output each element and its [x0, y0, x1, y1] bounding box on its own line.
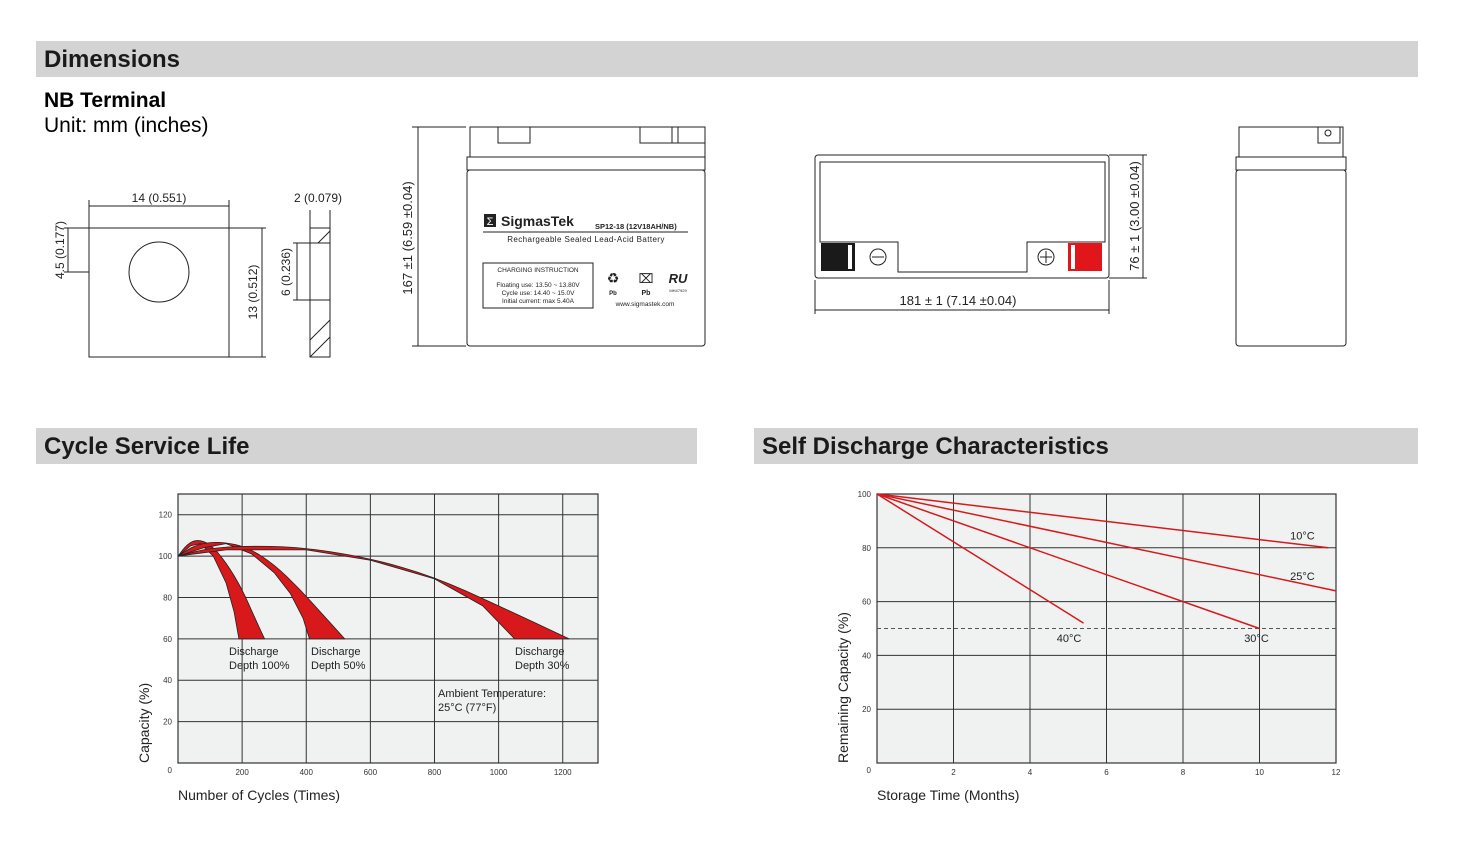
self-discharge-title: Self Discharge Characteristics	[762, 433, 1109, 460]
battery-description: Rechargeable Sealed Lead-Acid Battery	[507, 235, 665, 244]
dim-terminal-side: 6 (0.236)	[279, 248, 293, 296]
cycle-life-title: Cycle Service Life	[44, 433, 250, 460]
initial-current: Initial current: max 5.40A	[502, 298, 575, 305]
x-axis-label: Number of Cycles (Times)	[178, 787, 340, 803]
cycle-life-chart: 200 400 600 800 1000 1200 0 20 40 60 80 100 120 Numbe…	[136, 493, 599, 803]
dim-battery-height: 167 ±1 (6.59 ±0.04)	[400, 181, 415, 294]
battery-front-view	[412, 126, 706, 347]
y-tick-label: 40	[862, 651, 871, 660]
battery-side-view	[1235, 126, 1347, 347]
dim-battery-length: 181 ± 1 (7.14 ±0.04)	[900, 293, 1017, 308]
dim-terminal-thickness: 2 (0.079)	[294, 191, 342, 205]
dimension-drawings: 14 (0.551) 4.5 (0.177) 13 (0.512) 2 (0.0…	[53, 126, 1347, 358]
y-tick-label: 0	[867, 766, 872, 775]
label-dod30: Depth 30%	[515, 660, 570, 672]
y-tick-label: 20	[163, 718, 172, 727]
series-line-2	[876, 493, 1260, 630]
label-dod30: Discharge	[515, 646, 565, 658]
y-tick-label: 100	[858, 490, 872, 499]
x-axis-label: Storage Time (Months)	[877, 787, 1019, 803]
battery-top-view	[814, 154, 1147, 314]
x-tick-label: 200	[235, 768, 249, 777]
dim-terminal-width: 14 (0.551)	[132, 191, 187, 205]
y-axis-label: Remaining Capacity (%)	[835, 612, 851, 763]
recycle-icon: ♻	[607, 270, 620, 286]
dimensions-header: Dimensions	[36, 41, 1418, 77]
series-label-0: 10°C	[1290, 531, 1315, 543]
self-discharge-chart: 2 4 6 8 10 12 0 20 40 60 80 100 Storage Time (Months…	[835, 490, 1341, 803]
charging-title: CHARGING INSTRUCTION	[497, 267, 579, 274]
x-tick-label: 400	[300, 768, 314, 777]
pb-recycle-label: Pb	[609, 291, 617, 297]
crossed-bin-icon: ⌧	[639, 271, 654, 286]
x-tick-label: 8	[1181, 768, 1186, 777]
y-tick-label: 40	[163, 676, 172, 685]
floating-voltage: Floating use: 13.50 ~ 13.80V	[496, 282, 580, 289]
series-label-1: 25°C	[1290, 571, 1315, 583]
series-label-3: 40°C	[1057, 633, 1082, 645]
sigma-logo-icon	[484, 214, 496, 227]
series-line-1	[876, 493, 1337, 592]
y-tick-label: 60	[862, 598, 871, 607]
series-label-2: 30°C	[1244, 633, 1269, 645]
dim-battery-width: 76 ± 1 (3.00 ±0.04)	[1127, 161, 1142, 271]
label-dod50: Depth 50%	[311, 660, 366, 672]
discharge-band-2	[177, 545, 570, 640]
terminal-front-view	[88, 227, 230, 358]
cycle-life-header: Cycle Service Life	[36, 428, 697, 464]
x-tick-label: 800	[428, 768, 442, 777]
label-dod100: Depth 100%	[229, 660, 290, 672]
unit-label: Unit: mm (inches)	[44, 114, 209, 137]
y-tick-label: 80	[862, 544, 871, 553]
dimensions-title: Dimensions	[44, 46, 181, 73]
website: www.sigmastek.com	[615, 301, 675, 308]
discharge-band-1	[177, 541, 346, 640]
brand-name: SigmasTek	[501, 213, 574, 229]
y-tick-label: 100	[159, 552, 173, 561]
x-tick-label: 1200	[554, 768, 572, 777]
y-tick-label: 20	[862, 705, 871, 714]
x-tick-label: 4	[1028, 768, 1033, 777]
label-dod50: Discharge	[311, 646, 361, 658]
y-axis-label: Capacity (%)	[136, 683, 152, 763]
y-tick-label: 120	[159, 511, 173, 520]
svg-text:Σ: Σ	[487, 216, 494, 228]
y-tick-label: 60	[163, 635, 172, 644]
terminal-hole	[128, 241, 190, 303]
label-dod100: Discharge	[229, 646, 279, 658]
label-ambient: 25°C (77°F)	[438, 702, 496, 714]
self-discharge-header: Self Discharge Characteristics	[754, 428, 1418, 464]
ul-mark-icon: RU	[669, 271, 688, 286]
dim-terminal-offset: 4.5 (0.177)	[53, 221, 67, 279]
label-ambient: Ambient Temperature:	[438, 688, 546, 700]
pb-bin-label: Pb	[642, 290, 651, 297]
x-tick-label: 2	[951, 768, 956, 777]
discharge-band-0	[177, 540, 266, 640]
dim-terminal-height: 13 (0.512)	[246, 265, 260, 320]
x-tick-label: 6	[1104, 768, 1109, 777]
y-tick-label: 0	[168, 766, 173, 775]
cycle-voltage: Cycle use: 14.40 ~ 15.0V	[502, 290, 575, 297]
series-line-3	[876, 493, 1084, 624]
x-tick-label: 12	[1332, 768, 1341, 777]
model-number: SP12-18 (12V18AH/NB)	[595, 222, 677, 231]
terminal-side-view	[309, 227, 331, 358]
terminal-title: NB Terminal	[44, 89, 167, 112]
ul-code: MH47929	[669, 288, 687, 293]
x-tick-label: 10	[1255, 768, 1264, 777]
x-tick-label: 1000	[490, 768, 508, 777]
y-tick-label: 80	[163, 593, 172, 602]
x-tick-label: 600	[364, 768, 378, 777]
series-line-0	[876, 493, 1329, 549]
